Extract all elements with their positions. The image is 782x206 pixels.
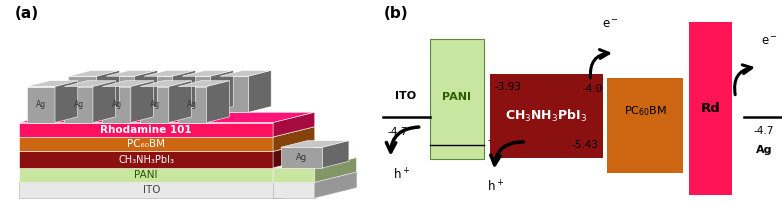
Polygon shape	[273, 158, 357, 168]
Polygon shape	[178, 81, 229, 87]
Text: PC₆₀BM: PC₆₀BM	[127, 139, 165, 149]
Text: ITO: ITO	[395, 91, 416, 101]
Text: Ag: Ag	[149, 100, 160, 109]
Polygon shape	[140, 81, 192, 87]
Text: Ag: Ag	[36, 100, 46, 109]
Polygon shape	[273, 168, 315, 182]
Polygon shape	[68, 70, 120, 76]
Polygon shape	[206, 81, 229, 123]
Polygon shape	[210, 70, 233, 112]
Text: PANI: PANI	[135, 170, 158, 180]
Bar	[607, 78, 683, 173]
Text: Ag: Ag	[112, 100, 122, 109]
Polygon shape	[68, 76, 97, 112]
Polygon shape	[273, 172, 357, 182]
Polygon shape	[220, 76, 249, 112]
Text: Ag: Ag	[755, 145, 772, 155]
Text: h$^+$: h$^+$	[487, 180, 504, 195]
Text: (b): (b)	[383, 6, 408, 21]
Polygon shape	[273, 141, 315, 168]
Text: Ag: Ag	[74, 100, 84, 109]
Polygon shape	[19, 172, 326, 182]
Polygon shape	[97, 70, 120, 112]
Polygon shape	[281, 141, 349, 147]
Text: h$^+$: h$^+$	[393, 167, 410, 182]
Text: -4.7: -4.7	[754, 126, 774, 136]
Polygon shape	[55, 81, 77, 123]
Text: (a): (a)	[15, 6, 39, 21]
Polygon shape	[27, 81, 77, 87]
Polygon shape	[273, 127, 315, 151]
Polygon shape	[182, 76, 210, 112]
Text: CH$_3$NH$_3$PbI$_3$: CH$_3$NH$_3$PbI$_3$	[505, 108, 587, 124]
Polygon shape	[19, 168, 273, 182]
Polygon shape	[315, 158, 357, 182]
Text: CH₃NH₃PbI₃: CH₃NH₃PbI₃	[118, 155, 174, 165]
Polygon shape	[182, 70, 233, 76]
Bar	[690, 22, 732, 195]
Polygon shape	[144, 70, 196, 76]
Polygon shape	[249, 70, 271, 112]
Polygon shape	[322, 141, 349, 168]
Text: -5.2: -5.2	[487, 135, 508, 145]
Polygon shape	[281, 147, 322, 168]
Polygon shape	[135, 70, 157, 112]
Text: PC$_{60}$BM: PC$_{60}$BM	[623, 104, 666, 118]
Text: e$^-$: e$^-$	[602, 18, 619, 31]
Text: -4.7: -4.7	[387, 127, 407, 137]
Polygon shape	[273, 182, 315, 198]
Polygon shape	[27, 87, 55, 123]
Polygon shape	[140, 87, 169, 123]
Polygon shape	[19, 141, 315, 151]
Text: -3.93: -3.93	[495, 82, 522, 92]
Polygon shape	[173, 70, 196, 112]
Polygon shape	[102, 87, 131, 123]
Polygon shape	[19, 151, 273, 168]
Text: Ag: Ag	[296, 153, 307, 162]
Polygon shape	[285, 172, 326, 198]
Text: -4.0: -4.0	[583, 83, 603, 94]
Bar	[490, 74, 603, 158]
Polygon shape	[178, 87, 206, 123]
Text: ITO: ITO	[143, 185, 160, 195]
Polygon shape	[19, 112, 315, 123]
Text: Rhodamine 101: Rhodamine 101	[100, 125, 192, 135]
Polygon shape	[106, 70, 157, 76]
Text: Rd: Rd	[701, 102, 720, 115]
Polygon shape	[19, 127, 315, 137]
Polygon shape	[64, 87, 93, 123]
Bar	[429, 39, 484, 159]
Polygon shape	[169, 81, 192, 123]
Polygon shape	[102, 81, 153, 87]
Polygon shape	[19, 182, 285, 198]
Polygon shape	[19, 123, 273, 137]
Polygon shape	[144, 76, 173, 112]
Polygon shape	[19, 137, 273, 151]
Text: e$^-$: e$^-$	[762, 35, 778, 48]
Polygon shape	[93, 81, 116, 123]
Text: Ag: Ag	[188, 100, 198, 109]
Polygon shape	[220, 70, 271, 76]
Polygon shape	[64, 81, 116, 87]
Polygon shape	[273, 112, 315, 137]
Polygon shape	[106, 76, 135, 112]
Text: -5.43: -5.43	[572, 140, 599, 150]
Polygon shape	[131, 81, 153, 123]
Polygon shape	[315, 172, 357, 198]
Text: PANI: PANI	[443, 92, 472, 102]
Polygon shape	[273, 158, 315, 182]
Polygon shape	[19, 158, 315, 168]
